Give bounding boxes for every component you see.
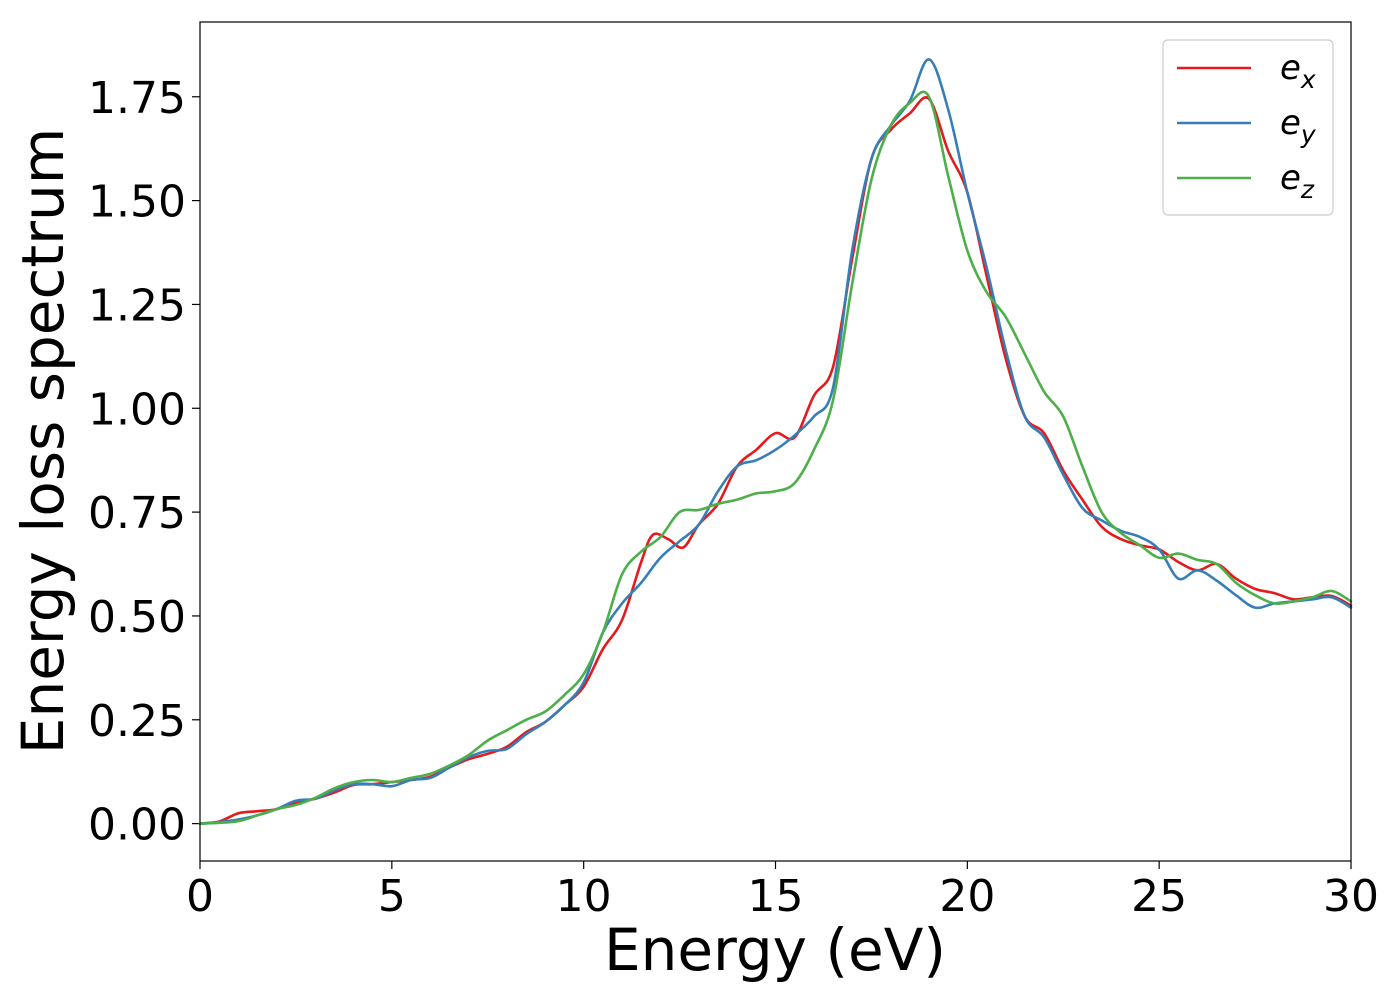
x-tick-label: 10 (556, 871, 612, 922)
series-line-y (198, 58, 1353, 825)
y-tick-label: 0.50 (88, 592, 186, 643)
x-tick-label: 20 (939, 871, 995, 922)
x-tick-label: 15 (748, 871, 804, 922)
series-line-z (198, 90, 1353, 825)
plot-area (198, 58, 1353, 825)
x-tick-label: 5 (378, 871, 406, 922)
legend-label-z: ez (1280, 158, 1315, 204)
x-axis-ticks: 0 5 10 15 20 25 30 (186, 861, 1379, 922)
y-tick-label: 1.75 (88, 73, 186, 124)
axes-frame (199, 21, 1352, 862)
y-tick-label: 0.25 (88, 696, 186, 747)
y-tick-label: 0.75 (88, 488, 186, 539)
legend: ex ey ez (1162, 39, 1334, 216)
y-tick-label: 1.00 (88, 384, 186, 435)
y-tick-label: 0.00 (88, 800, 186, 851)
y-tick-label: 1.25 (88, 280, 186, 331)
x-tick-label: 0 (186, 871, 214, 922)
legend-box (1162, 39, 1334, 216)
y-tick-label: 1.50 (88, 177, 186, 228)
y-axis-title: Energy loss spectrum (9, 128, 77, 754)
y-axis-ticks: 0.00 0.25 0.50 0.75 1.00 1.25 1.50 1.75 (88, 73, 200, 851)
legend-label-x: ex (1280, 48, 1316, 94)
legend-label-y: ey (1280, 103, 1317, 149)
x-axis-title: Energy (eV) (604, 916, 946, 984)
x-tick-label: 25 (1131, 871, 1187, 922)
x-tick-label: 30 (1323, 871, 1379, 922)
